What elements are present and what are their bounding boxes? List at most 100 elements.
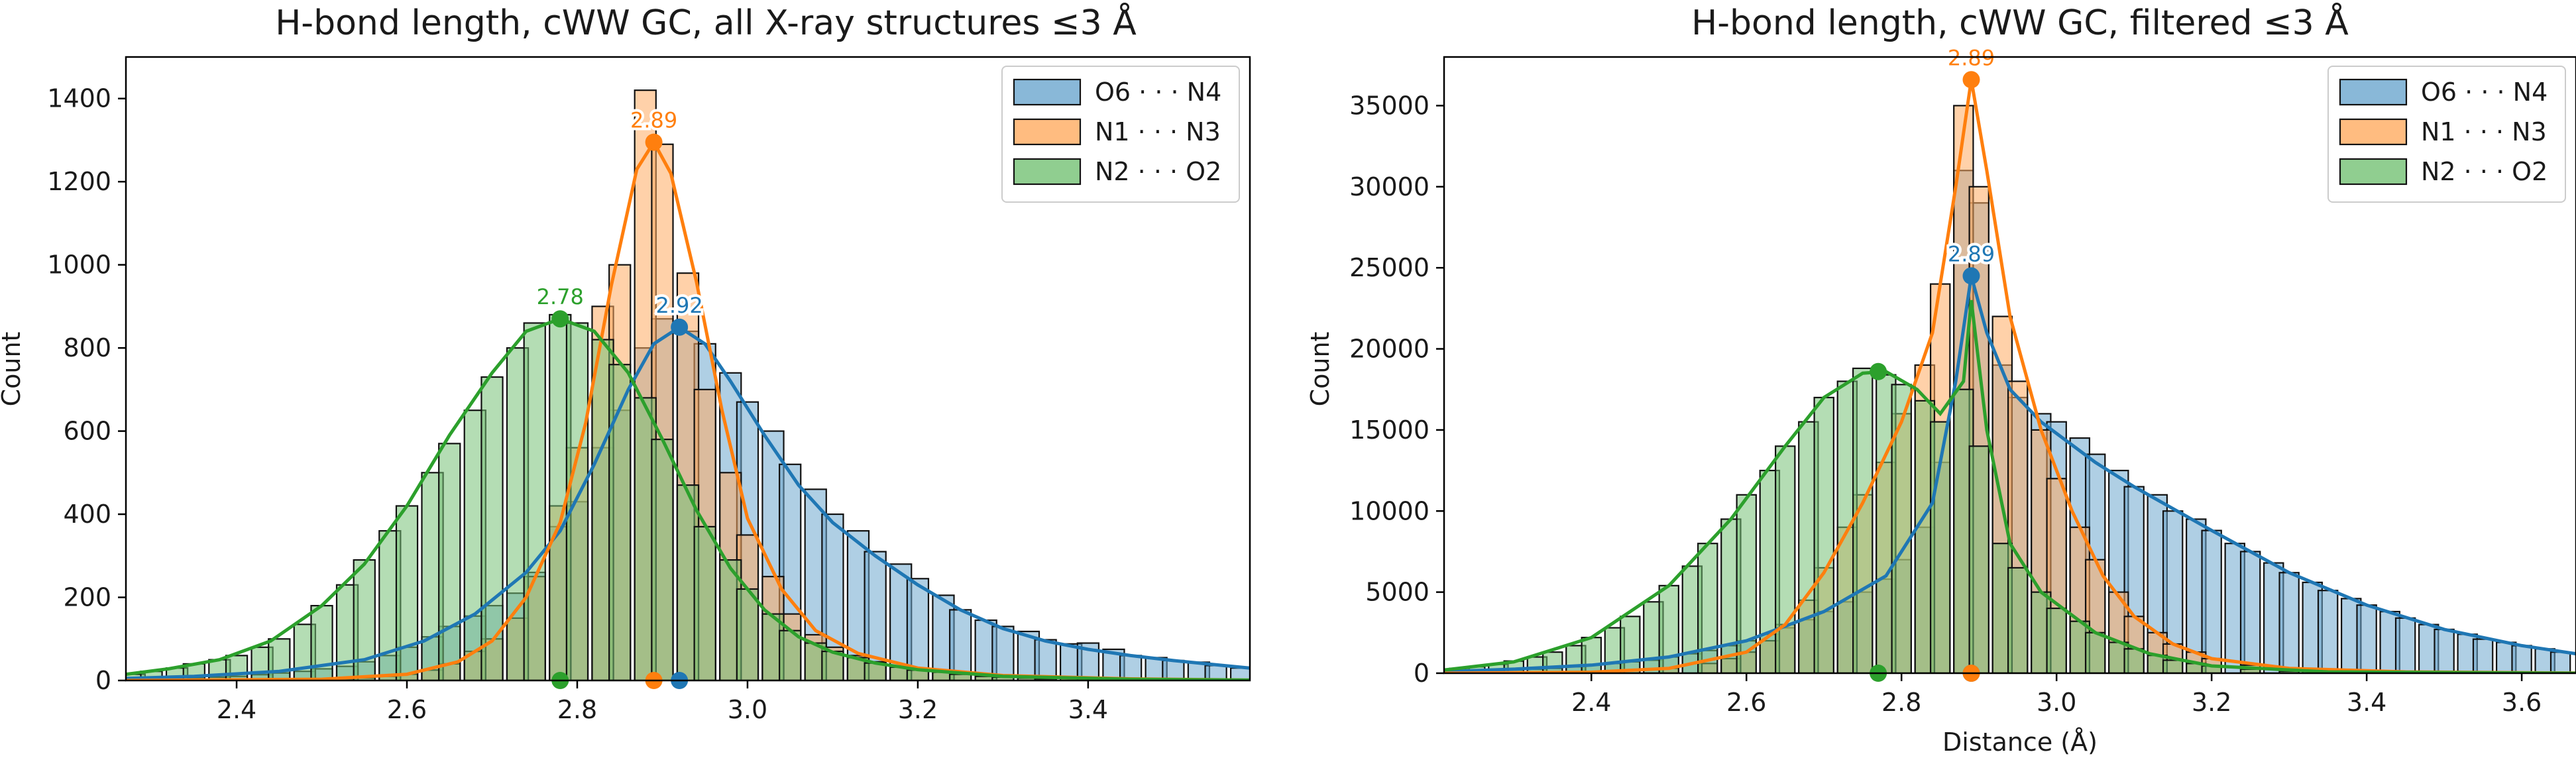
legend-label: O6 · · · N4 [1095,78,1221,107]
histogram-bar [523,322,546,680]
right-kde-line-n1_n3 [1444,79,2576,673]
right-y-axis-label: Count [1306,332,1335,407]
histogram-bar [2472,638,2494,673]
legend-swatch-o6_n4 [2339,78,2408,106]
histogram-bar [1034,639,1057,680]
histogram-bar [1891,384,1912,673]
left-kde-line-n2_o2 [126,317,1250,680]
x-tick-label: 3.2 [898,695,938,724]
legend-label: N1 · · · N3 [1095,117,1221,146]
histogram-bar [565,322,589,680]
right-x-axis-label: Distance (Å) [1942,728,2098,757]
left-peak-label: 2.89 [630,108,677,133]
x-tick-label: 2.8 [1881,688,1921,717]
legend-label: N2 · · · O2 [2421,157,2548,186]
histogram-bar [2356,604,2377,673]
histogram-bar [736,588,759,680]
y-tick-label: 5000 [1365,578,1429,607]
x-tick-label: 2.6 [387,695,427,724]
histogram-bar [608,364,632,680]
legend-label: O6 · · · N4 [2421,78,2548,107]
right-peak-marker-n2_o2 [1870,362,1887,380]
histogram-bar [1162,659,1185,680]
y-tick-label: 20000 [1349,335,1429,364]
legend-label: N2 · · · O2 [1095,157,1221,186]
histogram-bar [2201,529,2222,673]
right-chart-title: H-bond length, cWW GC, filtered ≤3 Å [1691,2,2349,43]
y-tick-label: 1200 [47,167,111,196]
histogram-bar [1542,651,1563,673]
histogram-bar [1968,445,1989,673]
histogram-bar [1813,396,1834,673]
legend-swatch-n2_o2 [1013,158,1082,186]
y-tick-label: 1000 [47,250,111,280]
x-tick-label: 3.4 [2347,688,2386,717]
right-kde-line-o6_n4 [1444,275,2576,673]
right-plot-frame [1443,56,2576,675]
histogram-bar [2278,572,2300,673]
x-tick-label: 2.4 [217,695,256,724]
left-kde-line-o6_n4 [126,325,1250,680]
left-peak-label: 2.92 [656,293,703,318]
right-kde-line-n2_o2 [1444,299,2576,673]
plot-area [1444,79,2576,673]
y-tick-label: 15000 [1349,415,1429,445]
histogram-bar [864,662,887,680]
y-tick-label: 30000 [1349,172,1429,201]
right-peak-marker-n1_n3 [1962,71,1980,89]
right-legend: O6 · · · N4 N1 · · · N3 N2 · · · O2 [2327,66,2566,203]
histogram-bar [1119,655,1143,680]
histogram-bar [1775,445,1796,673]
left-chart-title: H-bond length, cWW GC, all X-ray structu… [275,2,1137,43]
left-kde-line-n1_n3 [126,138,1250,680]
y-tick-label: 0 [95,666,111,695]
left-peak-label: 2.78 [537,284,584,309]
histogram-bar [438,443,461,680]
y-tick-label: 600 [63,417,111,446]
histogram-bar [225,655,249,680]
histogram-bar [2123,648,2145,673]
x-tick-label: 3.2 [2192,688,2231,717]
histogram-bar [1620,616,1641,673]
legend-label: N1 · · · N3 [2421,117,2547,146]
histogram-bar [1697,543,1718,673]
histogram-bar [2162,659,2184,673]
histogram-bar [268,638,291,680]
x-tick-label: 2.6 [1726,688,1766,717]
y-tick-label: 400 [63,500,111,529]
histogram-bar [2511,645,2532,673]
x-tick-label: 2.4 [1571,688,1611,717]
x-tick-label: 3.0 [728,695,767,724]
histogram-bar [2394,617,2416,673]
left-series-n2_o2-bars [126,313,1057,680]
left-peak-marker-n2_o2 [551,310,569,328]
histogram-bar [310,604,333,680]
histogram-bar [991,625,1015,680]
histogram-bar [353,559,376,680]
y-tick-label: 800 [63,333,111,362]
histogram-bar [2007,567,2029,673]
left-histogram-panel: H-bond length, cWW GC, all X-ray structu… [0,2,1251,724]
left-plot-frame [125,56,1251,682]
left-peak-marker-n1_n3 [645,133,663,151]
histogram-bar [2549,651,2571,673]
y-tick-label: 1400 [47,84,111,113]
histogram-bar [395,505,419,680]
right-peak-label: 2.89 [1948,241,1995,266]
y-tick-label: 10000 [1349,496,1429,525]
histogram-bar [906,578,930,680]
left-peak-marker-o6_n4 [671,318,689,336]
x-tick-label: 3.4 [1068,695,1108,724]
x-tick-label: 2.8 [557,695,597,724]
x-tick-label: 3.0 [2037,688,2076,717]
left-legend: O6 · · · N4 N1 · · · N3 N2 · · · O2 [1001,66,1240,203]
histogram-bar [2046,608,2067,673]
histogram-bar [480,376,504,680]
legend-swatch-n1_n3 [2339,118,2408,146]
x-tick-label: 3.6 [2502,688,2542,717]
right-histogram-panel: H-bond length, cWW GC, filtered ≤3 Å Cou… [1306,2,2576,757]
histogram-bar [1581,637,1602,673]
y-tick-label: 35000 [1349,91,1429,120]
legend-swatch-n1_n3 [1013,118,1082,146]
